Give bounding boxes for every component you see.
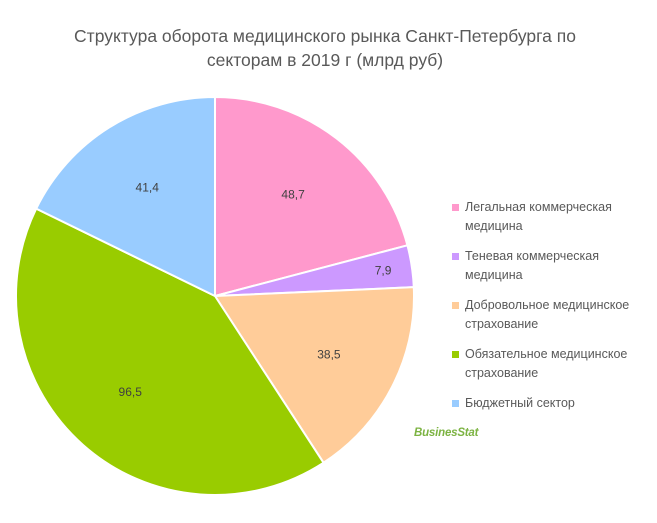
pie-slice-3 xyxy=(15,207,325,496)
chart-legend: Легальная коммерческая медицина Теневая ко… xyxy=(452,198,657,424)
legend-label-2-line-0: Добровольное медицинское xyxy=(465,298,630,312)
legend-swatch-0 xyxy=(452,204,459,211)
legend-item-1: Теневая коммерческая медицина xyxy=(452,247,657,285)
businesstat-logo: BusinesStat xyxy=(414,427,479,439)
pie-slice-0 xyxy=(214,95,409,298)
legend-swatch-1 xyxy=(452,253,459,260)
legend-item-4: Бюджетный сектор xyxy=(452,394,657,413)
pie-data-label-1: 7,9 xyxy=(375,263,392,277)
legend-label-2-line-1: страхование xyxy=(465,317,539,331)
legend-label-3-line-1: страхование xyxy=(465,366,539,380)
pie-data-label-3: 96,5 xyxy=(119,385,143,399)
legend-label-0-line-0: Легальная коммерческая xyxy=(465,200,612,214)
legend-item-2: Добровольное медицинское страхование xyxy=(452,296,657,334)
legend-swatch-3 xyxy=(452,351,459,358)
pie-slice-4 xyxy=(34,95,216,298)
legend-label-4-line-0: Бюджетный сектор xyxy=(465,396,575,410)
pie-slice-2 xyxy=(213,286,415,465)
chart-title: Структура оборота медицинского рынка Сан… xyxy=(40,24,610,72)
legend-item-3: Обязательное медицинское страхование xyxy=(452,345,657,383)
legend-label-3-line-0: Обязательное медицинское xyxy=(465,347,628,361)
chart-title-line-1: Структура оборота медицинского рынка Сан… xyxy=(74,26,576,46)
chart-title-line-2: секторам в 2019 г (млрд руб) xyxy=(206,50,444,70)
pie-data-label-0: 48,7 xyxy=(281,188,305,202)
pie-data-label-2: 38,5 xyxy=(317,348,341,362)
legend-label-1-line-1: медицина xyxy=(465,268,523,282)
legend-swatch-4 xyxy=(452,400,459,407)
pie-data-label-4: 41,4 xyxy=(136,180,160,194)
legend-label-1-line-0: Теневая коммерческая xyxy=(465,249,599,263)
legend-swatch-2 xyxy=(452,302,459,309)
legend-label-0-line-1: медицина xyxy=(465,219,523,233)
legend-item-0: Легальная коммерческая медицина xyxy=(452,198,657,236)
